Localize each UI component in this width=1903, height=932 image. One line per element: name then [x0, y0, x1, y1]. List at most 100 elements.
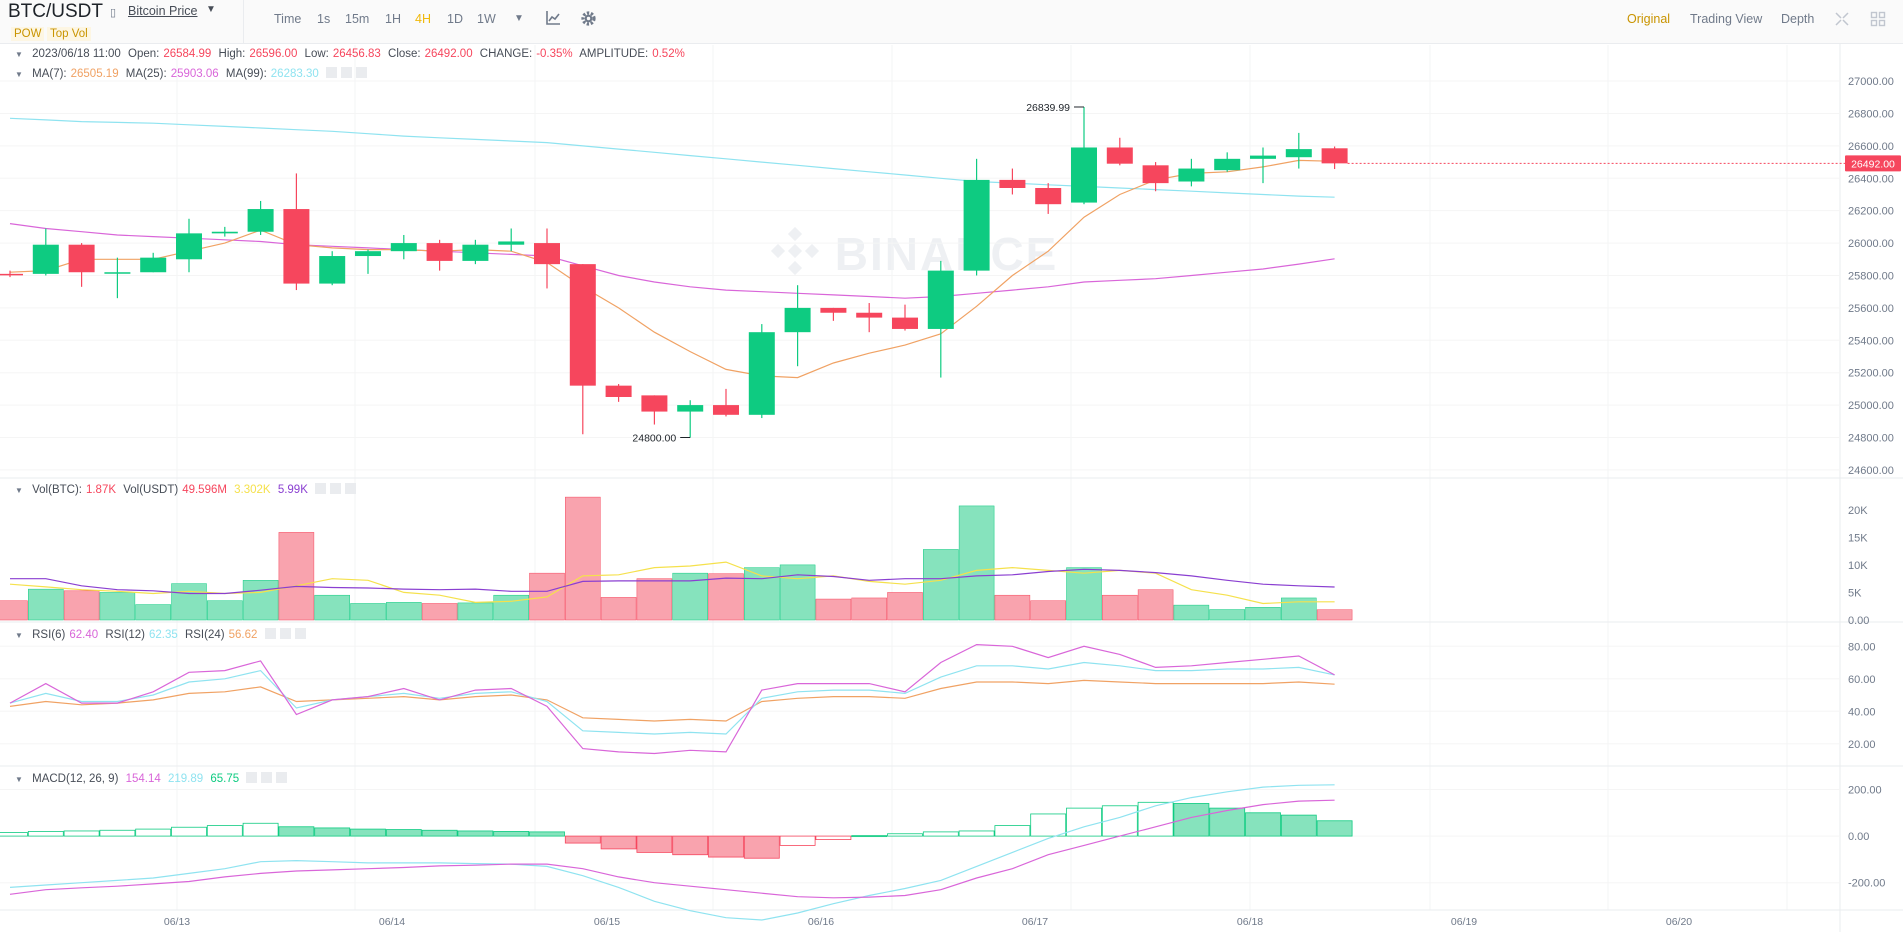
change-value: -0.35% — [536, 48, 573, 60]
candle-up — [140, 257, 167, 273]
ma25-value: 25903.06 — [170, 68, 219, 80]
macd-histogram-bar — [1316, 820, 1353, 837]
axes: 06/13 06/14 06/15 06/16 06/17 06/18 06/19 06/20 — [164, 916, 1692, 928]
time-tick-label: 06/20 — [1666, 916, 1692, 928]
candle-up — [319, 256, 346, 284]
volume-bar — [0, 600, 28, 621]
symbol-title[interactable]: BTC/USDT — [8, 1, 103, 22]
more-intervals-caret-icon[interactable]: ▼ — [514, 13, 524, 24]
macd-histogram-bar — [314, 827, 351, 837]
macd-hist-value: 65.75 — [210, 773, 240, 785]
macd-histogram-bar — [242, 822, 279, 837]
collapse-caret-icon[interactable]: ▼ — [15, 486, 23, 495]
volume-bar — [1030, 600, 1066, 621]
view-original[interactable]: Original — [1627, 12, 1671, 26]
collapse-caret-icon[interactable]: ▼ — [15, 775, 23, 784]
ma99-label: MA(99): — [225, 68, 267, 80]
tag-top-vol[interactable]: Top Vol — [47, 27, 91, 41]
macd-histogram-bar — [779, 835, 816, 846]
price-tick-label: 26400.00 — [1848, 173, 1894, 185]
candle-down — [892, 317, 918, 329]
interval-4h[interactable]: 4H — [415, 12, 431, 26]
bitcoin-price-link[interactable]: Bitcoin Price — [128, 4, 198, 18]
vol-ma10-line — [10, 568, 1335, 595]
hide-eye-icon[interactable] — [246, 772, 258, 783]
interval-1d[interactable]: 1D — [447, 12, 463, 26]
interval-time[interactable]: Time — [274, 12, 302, 26]
rsi-tick-label: 60.00 — [1848, 674, 1876, 686]
rsi12-line — [9, 661, 1335, 735]
volume-bar — [28, 588, 64, 621]
collapse-caret-icon[interactable]: ▼ — [15, 50, 23, 59]
layout-grid-icon[interactable] — [1870, 11, 1886, 32]
volume-bar — [1137, 589, 1174, 621]
time-tick-label: 06/14 — [379, 916, 405, 928]
price-tick-label: 25400.00 — [1848, 335, 1894, 347]
view-depth[interactable]: Depth — [1781, 12, 1815, 26]
macd-histogram-bar — [457, 830, 494, 837]
settings-icon[interactable] — [261, 772, 273, 783]
close-value: 26492.00 — [424, 48, 473, 60]
macd-histogram-bar — [421, 829, 458, 837]
min-annotation: 24800.00 — [632, 432, 676, 444]
volume-bar — [171, 583, 207, 621]
settings-icon[interactable] — [340, 67, 352, 78]
hide-eye-icon[interactable] — [315, 483, 327, 494]
candle-down — [1321, 148, 1348, 164]
collapse-caret-icon[interactable]: ▼ — [15, 70, 23, 79]
candle-up — [963, 179, 990, 271]
collapse-caret-icon[interactable]: ▼ — [15, 631, 23, 640]
macd-histogram-bar — [1066, 807, 1102, 837]
close-icon[interactable] — [276, 772, 288, 783]
macd-histogram-bar — [958, 830, 995, 837]
rsi-legend: ▼ RSI(6) 62.40 RSI(12) 62.35 RSI(24) 56.62 — [15, 628, 310, 641]
volume-bar — [350, 603, 386, 621]
last-price-label: 26492.00 — [1851, 158, 1895, 170]
symbol-dropdown-caret-icon[interactable]: ▼ — [206, 4, 216, 15]
settings-icon[interactable] — [279, 628, 291, 639]
low-value: 26456.83 — [332, 48, 381, 60]
view-trading-view[interactable]: Trading View — [1690, 12, 1763, 26]
hide-eye-icon[interactable] — [264, 628, 276, 639]
volume-bar — [1245, 607, 1281, 621]
price-tick-label: 25200.00 — [1848, 368, 1894, 380]
rsi24-line — [9, 679, 1335, 722]
close-icon[interactable] — [294, 628, 306, 639]
tag-pow[interactable]: POW — [11, 27, 45, 41]
settings-gear-icon[interactable] — [580, 10, 597, 32]
volume-bar — [314, 594, 350, 621]
amplitude-value: 0.52% — [652, 48, 685, 60]
ma7-value: 26505.19 — [70, 68, 119, 80]
macd-histogram-bar — [887, 833, 923, 837]
vol-btc-label: Vol(BTC): — [32, 484, 82, 496]
volume-bar — [565, 496, 601, 621]
volume-bar — [779, 564, 816, 621]
rsi-tick-label: 20.00 — [1848, 739, 1876, 751]
high-label: High: — [218, 48, 246, 60]
hide-eye-icon[interactable] — [325, 67, 337, 78]
candle-down — [713, 405, 739, 415]
fullscreen-icon[interactable] — [1834, 11, 1850, 32]
interval-1h[interactable]: 1H — [385, 12, 401, 26]
volume-legend: ▼ Vol(BTC): 1.87K Vol(USDT) 49.596M 3.302K… — [15, 483, 360, 496]
candle-up — [748, 332, 775, 415]
time-tick-label: 06/18 — [1237, 916, 1263, 928]
volume-tick-label: 0.00 — [1848, 615, 1869, 627]
close-icon[interactable] — [345, 483, 357, 494]
candle-up — [32, 244, 59, 274]
rsi6-value: 62.40 — [69, 629, 99, 641]
interval-1s[interactable]: 1s — [317, 12, 331, 26]
volume-bar — [63, 590, 100, 621]
interval-15m[interactable]: 15m — [345, 12, 370, 26]
close-icon[interactable] — [355, 67, 367, 78]
settings-icon[interactable] — [330, 483, 342, 494]
volume-bar — [1066, 567, 1102, 621]
indicator-icon[interactable] — [545, 10, 561, 31]
interval-1w[interactable]: 1W — [477, 12, 496, 26]
candle-down — [1106, 147, 1133, 164]
candle-up — [1214, 158, 1241, 171]
time-tick-label: 06/15 — [594, 916, 620, 928]
macd-tick-label: -200.00 — [1848, 878, 1885, 890]
volume-bar — [923, 549, 959, 621]
